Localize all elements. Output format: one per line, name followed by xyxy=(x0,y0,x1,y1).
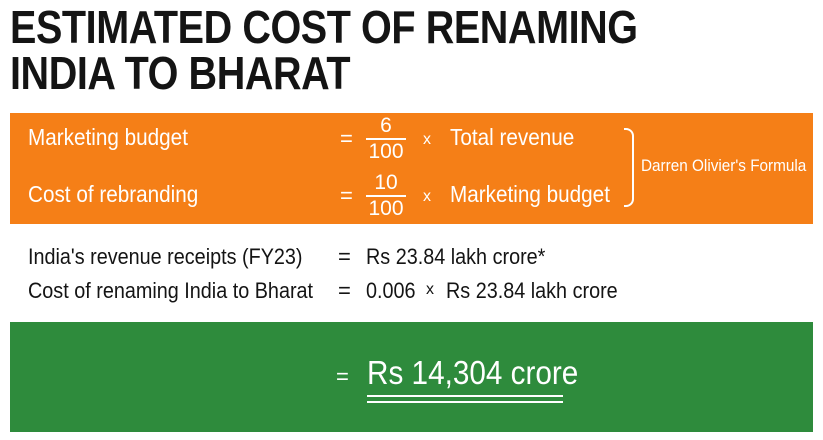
result-underline xyxy=(367,395,563,397)
result-underline xyxy=(367,401,563,403)
result-equals: = xyxy=(336,364,349,389)
formula-row1-numerator: 6 xyxy=(380,114,392,137)
formula-row2-term: Marketing budget xyxy=(450,181,610,207)
formula-row1-denominator: 100 xyxy=(368,140,404,163)
formula-row1-times: x xyxy=(423,131,431,148)
formula-row2-fraction: 10 100 xyxy=(366,172,406,220)
calc-row2-factor: 0.006 xyxy=(366,278,416,303)
formula-row2-label: Cost of rebranding xyxy=(28,181,199,207)
fraction-bar xyxy=(366,195,406,197)
title-line-1: ESTIMATED COST OF RENAMING xyxy=(10,1,638,53)
fraction-bar xyxy=(366,138,406,140)
page-title: ESTIMATED COST OF RENAMING INDIA TO BHAR… xyxy=(10,4,638,96)
right-brace-icon xyxy=(624,128,634,207)
formula-row2-times: x xyxy=(423,188,431,205)
formula-row1-equals: = xyxy=(340,126,353,151)
calc-row2-times: x xyxy=(426,281,434,298)
formula-row1-label: Marketing budget xyxy=(28,124,188,150)
formula-row2-denominator: 100 xyxy=(368,197,404,220)
calc-row1-value: Rs 23.84 lakh crore* xyxy=(366,244,546,269)
calc-row1-label: India's revenue receipts (FY23) xyxy=(28,244,303,269)
result-panel xyxy=(10,322,813,432)
formula-source-note: Darren Olivier's Formula xyxy=(641,156,807,175)
formula-row2-equals: = xyxy=(340,183,353,208)
formula-row1-term: Total revenue xyxy=(450,124,575,150)
formula-panel xyxy=(10,113,813,224)
title-line-2: INDIA TO BHARAT xyxy=(10,47,351,99)
calc-row2-label: Cost of renaming India to Bharat xyxy=(28,278,314,303)
calc-row2-value: Rs 23.84 lakh crore xyxy=(446,278,618,303)
formula-row1-fraction: 6 100 xyxy=(366,115,406,163)
calc-row2-equals: = xyxy=(338,278,351,303)
formula-row2-numerator: 10 xyxy=(374,171,398,194)
result-value: Rs 14,304 crore xyxy=(367,354,579,391)
calc-row1-equals: = xyxy=(338,244,351,269)
